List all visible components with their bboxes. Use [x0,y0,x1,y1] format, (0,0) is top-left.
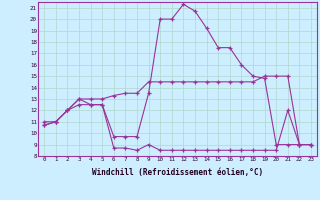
X-axis label: Windchill (Refroidissement éolien,°C): Windchill (Refroidissement éolien,°C) [92,168,263,177]
